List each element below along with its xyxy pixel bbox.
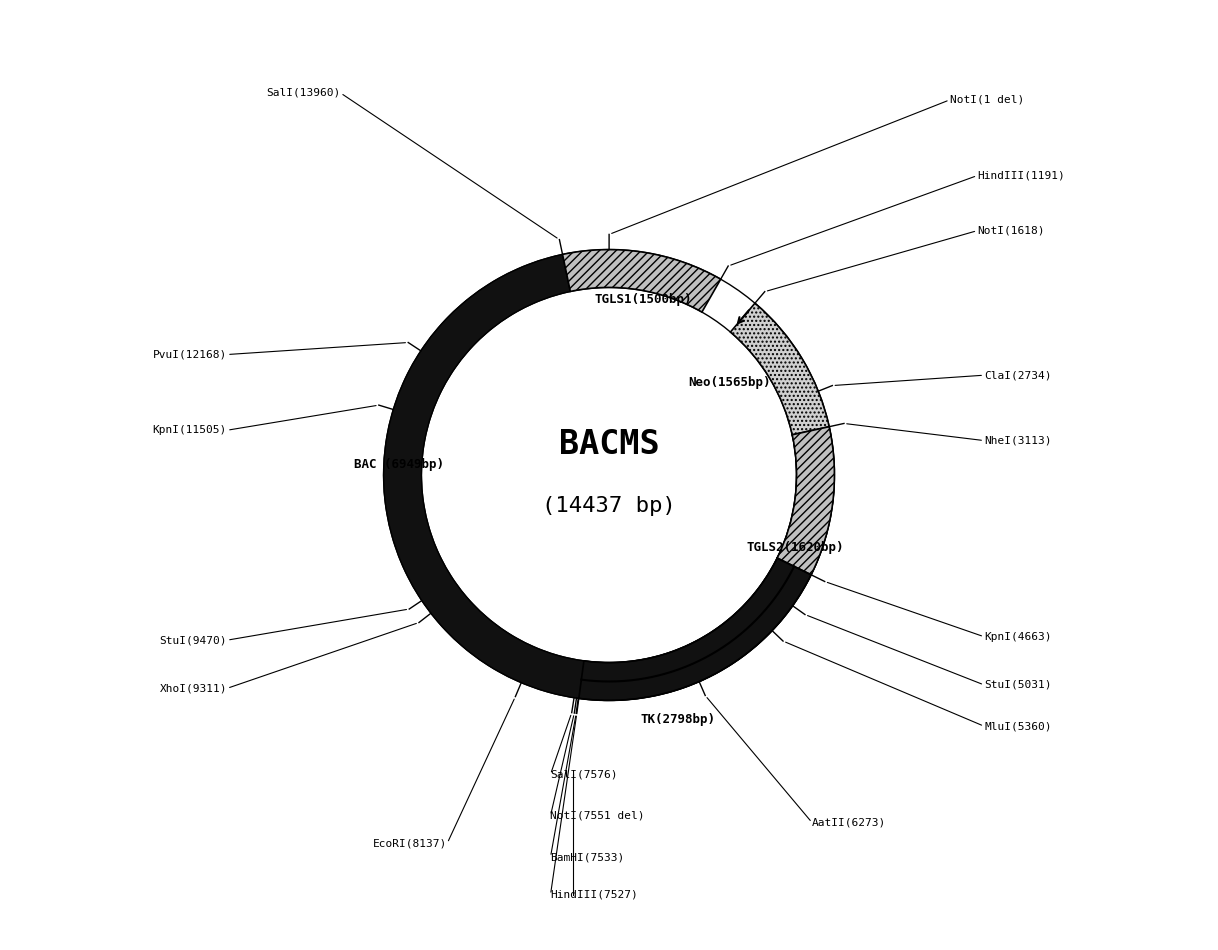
Text: SalI(13960): SalI(13960) [267, 88, 341, 98]
Text: EcoRI(8137): EcoRI(8137) [373, 838, 447, 848]
Text: BACMS: BACMS [559, 428, 659, 461]
Text: NheI(3113): NheI(3113) [984, 436, 1051, 446]
Text: HindIII(1191): HindIII(1191) [977, 171, 1065, 180]
Text: NotI(7551 del): NotI(7551 del) [551, 810, 646, 821]
Text: SalI(7576): SalI(7576) [551, 770, 618, 779]
Wedge shape [563, 250, 721, 312]
Text: PvuI(12168): PvuI(12168) [152, 350, 227, 359]
Text: Neo(1565bp): Neo(1565bp) [688, 375, 771, 389]
Text: XhoI(9311): XhoI(9311) [160, 683, 227, 694]
Text: TGLS1(1500bp): TGLS1(1500bp) [594, 293, 692, 306]
Text: MluI(5360): MluI(5360) [984, 721, 1051, 732]
Text: BAC (6949bp): BAC (6949bp) [354, 458, 445, 471]
Text: (14437 bp): (14437 bp) [542, 496, 676, 516]
Text: TK(2798bp): TK(2798bp) [641, 712, 715, 726]
Text: KpnI(4663): KpnI(4663) [984, 632, 1051, 642]
Text: HindIII(7527): HindIII(7527) [551, 890, 638, 900]
Text: NotI(1 del): NotI(1 del) [950, 95, 1024, 104]
Text: ClaI(2734): ClaI(2734) [984, 370, 1051, 380]
Text: StuI(5031): StuI(5031) [984, 680, 1051, 690]
Wedge shape [384, 255, 834, 700]
Text: NotI(1618): NotI(1618) [977, 226, 1045, 236]
Wedge shape [731, 303, 829, 435]
Wedge shape [777, 427, 834, 575]
Text: KpnI(11505): KpnI(11505) [152, 426, 227, 435]
Text: StuI(9470): StuI(9470) [160, 636, 227, 645]
Text: BamHI(7533): BamHI(7533) [551, 852, 625, 862]
Text: AatII(6273): AatII(6273) [812, 818, 887, 827]
Text: TGLS2(1620bp): TGLS2(1620bp) [747, 541, 844, 554]
